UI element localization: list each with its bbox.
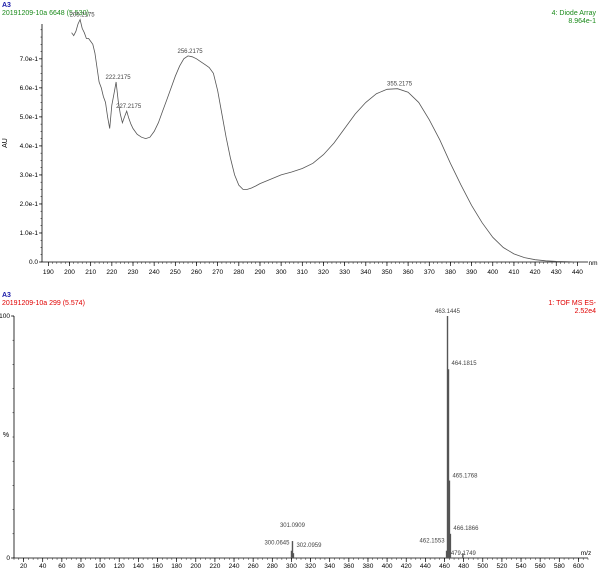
- ms-x-tick-label: 280: [267, 563, 278, 568]
- uv-spectrum-line: [71, 18, 578, 263]
- uv-x-tick-label: 360: [403, 269, 414, 276]
- uv-y-tick-label: 1.0e-1: [20, 230, 39, 237]
- ms-x-tick-label: 140: [133, 563, 144, 568]
- uv-peak-label: 227.2175: [116, 104, 142, 110]
- ms-detector-label: 1: TOF MS ES-: [548, 300, 596, 307]
- ms-x-tick-label: 60: [58, 563, 66, 568]
- uv-x-tick-label: 220: [106, 269, 117, 276]
- uv-x-axis-label: nm: [588, 260, 597, 267]
- ms-peak-label: 465.1768: [452, 474, 478, 480]
- uv-x-tick-label: 200: [64, 269, 75, 276]
- ms-peak-label: 302.0959: [296, 543, 322, 549]
- uv-detector-label: 4: Diode Array: [551, 10, 596, 17]
- ms-x-tick-label: 220: [209, 563, 220, 568]
- ms-x-tick-label: 300: [286, 563, 297, 568]
- ms-x-tick-label: 320: [305, 563, 316, 568]
- uv-run-info: 20191209-10a 6648 (5.530): [2, 10, 89, 17]
- ms-x-tick-label: 40: [39, 563, 47, 568]
- uv-y-tick-label: 4.0e-1: [20, 143, 39, 150]
- ms-scale-label: 2.52e4: [574, 308, 596, 315]
- ms-x-tick-label: 480: [458, 563, 469, 568]
- ms-sample-label: A3: [2, 292, 11, 299]
- ms-x-axis-label: m/z: [581, 550, 591, 557]
- uv-x-tick-label: 240: [149, 269, 160, 276]
- uv-x-tick-label: 260: [191, 269, 202, 276]
- ms-x-tick-label: 500: [477, 563, 488, 568]
- uv-peak-label: 222.2175: [106, 75, 132, 81]
- ms-peak-label: 462.1553: [420, 539, 446, 545]
- uv-x-tick-label: 330: [339, 269, 350, 276]
- uv-y-tick-label: 0.0: [29, 259, 38, 266]
- uv-x-tick-label: 430: [551, 269, 562, 276]
- uv-x-tick-label: 280: [233, 269, 244, 276]
- uv-x-tick-label: 210: [85, 269, 96, 276]
- ms-x-tick-label: 180: [171, 563, 182, 568]
- uv-chart: 0.0 1.0e-1 2.0e-1 3.0e-1 4.0e-1 5.0e-1 6.0e-1 7…: [2, 13, 598, 276]
- ms-peak-label: 300.0645: [264, 541, 290, 547]
- uv-y-tick-label: 2.0e-1: [20, 201, 39, 208]
- ms-x-tick-label: 160: [152, 563, 163, 568]
- uv-y-tick-label: 6.0e-1: [20, 85, 39, 92]
- ms-x-tick-label: 100: [95, 563, 106, 568]
- ms-x-tick-label: 440: [420, 563, 431, 568]
- uv-x-tick-label: 230: [128, 269, 139, 276]
- ms-y-tick-label: 0: [6, 555, 10, 562]
- uv-y-axis-label: AU: [2, 138, 9, 148]
- ms-x-tick-label: 20: [20, 563, 28, 568]
- uv-x-tick-label: 320: [318, 269, 329, 276]
- ms-x-tick-label: 340: [324, 563, 335, 568]
- ms-x-tick-label: 240: [229, 563, 240, 568]
- ms-x-tick-label: 200: [190, 563, 201, 568]
- ms-x-tick-label: 460: [439, 563, 450, 568]
- ms-peak-label: 466.1866: [453, 526, 479, 532]
- uv-x-tick-label: 440: [572, 269, 583, 276]
- uv-x-tick-label: 310: [297, 269, 308, 276]
- uv-x-tick-label: 420: [530, 269, 541, 276]
- uv-scale-label: 8.964e-1: [568, 18, 596, 25]
- uv-x-tick-label: 400: [487, 269, 498, 276]
- uv-x-tick-label: 370: [424, 269, 435, 276]
- uv-sample-label: A3: [2, 2, 11, 9]
- uv-x-tick-label: 380: [445, 269, 456, 276]
- uv-peak-label: 256.2175: [178, 49, 204, 55]
- ms-x-tick-label: 360: [343, 563, 354, 568]
- uv-x-tick-label: 290: [255, 269, 266, 276]
- ms-x-tick-label: 600: [573, 563, 584, 568]
- ms-y-tick-label: 100: [0, 313, 10, 320]
- ms-chart: 0 100 20 40 60 80 100 120 140 160 180 200 220 240 260 2…: [0, 309, 591, 568]
- ms-x-tick-label: 80: [77, 563, 85, 568]
- ms-x-tick-label: 120: [114, 563, 125, 568]
- uv-y-tick-label: 5.0e-1: [20, 114, 39, 121]
- ms-x-tick-label: 540: [516, 563, 527, 568]
- ms-x-tick-label: 420: [401, 563, 412, 568]
- ms-x-tick-label: 580: [554, 563, 565, 568]
- ms-x-tick-label: 400: [382, 563, 393, 568]
- ms-x-tick-label: 520: [496, 563, 507, 568]
- ms-spectrum-panel: A3 20191209-10a 299 (5.574) 1: TOF MS ES…: [0, 288, 600, 568]
- uv-x-tick-label: 250: [170, 269, 181, 276]
- uv-spectrum-panel: A3 20191209-10a 6648 (5.530) 4: Diode Ar…: [2, 2, 598, 276]
- uv-x-tick-label: 350: [382, 269, 393, 276]
- uv-x-tick-label: 300: [276, 269, 287, 276]
- uv-x-tick-label: 270: [212, 269, 223, 276]
- uv-peak-label: 205.2175: [70, 13, 96, 19]
- ms-x-tick-label: 380: [363, 563, 374, 568]
- ms-x-tick-label: 560: [535, 563, 546, 568]
- uv-peak-label: 355.2175: [387, 82, 413, 88]
- ms-peak-label: 464.1815: [452, 361, 478, 367]
- uv-x-tick-label: 190: [43, 269, 54, 276]
- uv-x-tick-label: 410: [509, 269, 520, 276]
- uv-x-tick-label: 390: [466, 269, 477, 276]
- ms-peak-label: 301.0909: [280, 523, 306, 529]
- ms-x-tick-label: 260: [248, 563, 259, 568]
- uv-y-tick-label: 3.0e-1: [20, 172, 39, 179]
- ms-y-axis-label: %: [3, 432, 9, 439]
- ms-peak-label: 479.1749: [451, 551, 477, 557]
- ms-run-info: 20191209-10a 299 (5.574): [2, 300, 85, 307]
- uv-x-tick-label: 340: [360, 269, 371, 276]
- uv-y-tick-label: 7.0e-1: [20, 56, 39, 63]
- ms-peak-label: 463.1445: [435, 309, 461, 315]
